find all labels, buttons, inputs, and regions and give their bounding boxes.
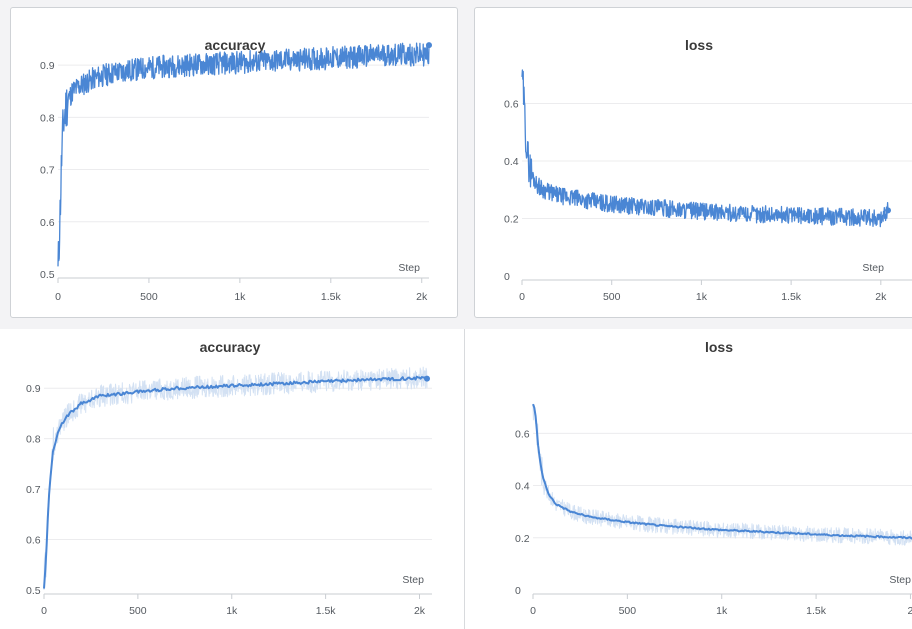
y-tick-label: 0.9 [40,60,55,72]
y-tick-label: 0.8 [26,434,41,446]
series-end-marker [424,375,430,382]
y-tick-label: 0.6 [26,535,41,547]
x-tick-label: 2k [414,605,426,617]
series-line [57,42,430,267]
loss-chart-smoothed: loss 0 0.2 0.4 0.6 0 500 1k 1.5k 2 Step [515,339,912,617]
y-tick-label: 0.5 [40,269,55,281]
x-tick-label: 500 [619,605,637,617]
chart-title: loss [685,37,713,53]
y-tick-label: 0.6 [40,217,55,229]
raw-series-line-faded [43,366,428,591]
accuracy-chart-panel-smoothed: accuracy 0.5 0.6 0.7 0.8 0.9 0 500 1k 1.5k 2k Step [0,329,464,629]
x-tick-label: 1.5k [321,291,342,303]
x-axis-label: Step [402,574,424,586]
x-tick-label: 500 [603,291,621,303]
y-tick-label: 0 [504,271,510,283]
accuracy-chart-raw: accuracy 0.5 0.6 0.7 0.8 0.9 0 500 1k 1.5k 2k Step [40,37,432,303]
y-tick-label: 0.8 [40,112,55,124]
x-tick-label: 1k [696,291,708,303]
x-tick-label: 1.5k [781,291,802,303]
x-tick-label: 0 [41,605,47,617]
y-tick-label: 0.2 [515,533,530,545]
raw-series-line-faded [532,403,912,546]
y-tick-label: 0.4 [504,156,519,168]
loss-chart-panel-raw: loss 0 0.2 0.4 0.6 0 500 1k 1.5k 2k Step [474,7,912,318]
smoothed-series-line [43,375,428,589]
y-tick-label: 0 [515,585,521,597]
x-axis-label: Step [889,574,911,586]
x-tick-label: 2 [908,605,912,617]
loss-chart-panel-smoothed: loss 0 0.2 0.4 0.6 0 500 1k 1.5k 2 Step [464,329,912,629]
accuracy-chart-panel-raw: accuracy 0.5 0.6 0.7 0.8 0.9 0 500 1k 1.5k 2k Step [10,7,458,318]
y-tick-label: 0.6 [515,428,530,440]
y-tick-label: 0.2 [504,214,519,226]
x-tick-label: 0 [519,291,525,303]
y-tick-label: 0.7 [26,484,41,496]
series-end-marker [426,42,432,49]
y-tick-label: 0.5 [26,585,41,597]
x-tick-label: 1k [234,291,246,303]
chart-title: accuracy [205,37,266,53]
series-end-marker [885,207,891,214]
x-tick-label: 0 [530,605,536,617]
series-line [521,69,889,228]
x-axis-label: Step [862,262,884,274]
accuracy-chart-smoothed: accuracy 0.5 0.6 0.7 0.8 0.9 0 500 1k 1.5k 2k Step [26,339,432,617]
chart-title: loss [705,339,733,355]
x-tick-label: 0 [55,291,61,303]
y-tick-label: 0.4 [515,481,530,493]
x-tick-label: 1k [226,605,238,617]
x-tick-label: 1k [716,605,728,617]
smoothed-series-line [532,403,912,540]
x-tick-label: 500 [129,605,147,617]
y-tick-label: 0.9 [26,383,41,395]
chart-title: accuracy [200,339,261,355]
x-tick-label: 1.5k [316,605,337,617]
x-tick-label: 2k [416,291,428,303]
x-axis-label: Step [398,262,420,274]
y-tick-label: 0.6 [504,99,519,111]
x-tick-label: 1.5k [806,605,827,617]
x-tick-label: 2k [875,291,887,303]
y-tick-label: 0.7 [40,165,55,177]
x-tick-label: 500 [140,291,158,303]
loss-chart-raw: loss 0 0.2 0.4 0.6 0 500 1k 1.5k 2k Step [504,37,912,303]
